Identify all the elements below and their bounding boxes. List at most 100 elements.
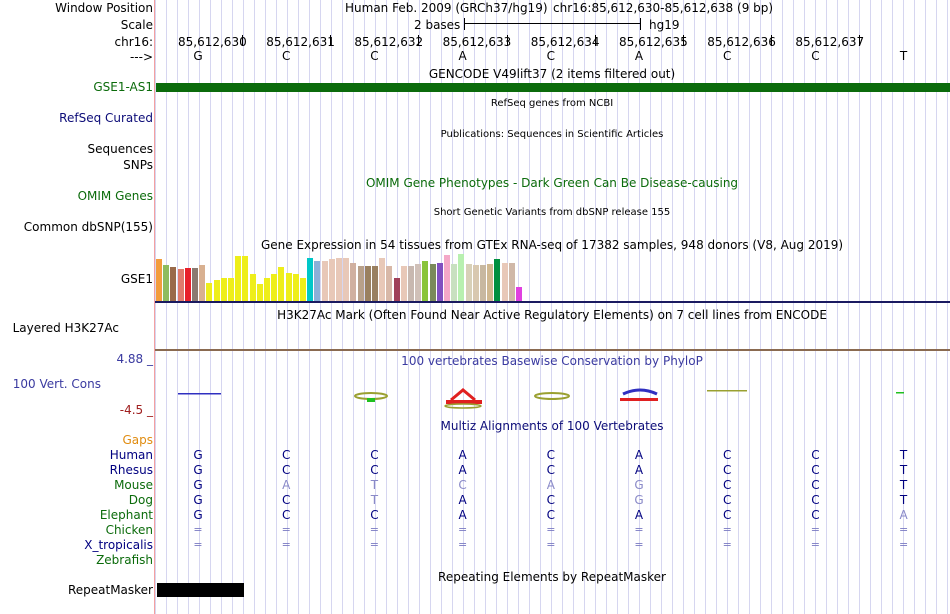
- gtex-tissue-bar[interactable]: [386, 266, 393, 301]
- gtex-tissue-bar[interactable]: [192, 268, 198, 301]
- gtex-tissue-bar[interactable]: [300, 278, 306, 301]
- publications-track-title: Publications: Sequences in Scientific Ar…: [440, 129, 664, 140]
- base-gridline: [210, 0, 211, 614]
- gtex-tissue-bar[interactable]: [163, 265, 170, 301]
- ruler-tick-mark: [594, 35, 596, 46]
- gtex-tissue-bar[interactable]: [357, 266, 364, 301]
- base-gridline: [298, 0, 299, 614]
- species-label-x_tropicalis[interactable]: X_tropicalis: [84, 538, 153, 552]
- gtex-tissue-bar[interactable]: [285, 273, 292, 301]
- gtex-tissue-bar[interactable]: [264, 278, 270, 301]
- base-gridline: [573, 0, 574, 614]
- species-label-rhesus[interactable]: Rhesus: [109, 463, 153, 477]
- alignment-gap: =: [457, 523, 468, 536]
- gtex-tissue-bar[interactable]: [206, 283, 213, 301]
- repeatmasker-label[interactable]: RepeatMasker: [67, 583, 153, 597]
- species-label-chicken[interactable]: Chicken: [105, 523, 153, 537]
- gtex-tissue-bar[interactable]: [256, 284, 263, 301]
- gtex-tissue-bar[interactable]: [494, 259, 501, 301]
- gtex-tissue-bar[interactable]: [508, 263, 515, 301]
- gtex-tissue-bar[interactable]: [444, 255, 450, 301]
- alignment-base: C: [722, 448, 732, 462]
- base-gridline: [650, 0, 651, 614]
- gtex-tissue-bar[interactable]: [516, 287, 522, 301]
- track-label-column: Window Position Scale chr16: ---> GSE1-A…: [0, 0, 155, 614]
- sequences-label[interactable]: Sequences: [87, 142, 153, 156]
- gtex-tissue-bar[interactable]: [501, 263, 508, 301]
- refseq-curated-label[interactable]: RefSeq Curated: [59, 111, 153, 125]
- sequence-base: T: [899, 49, 908, 63]
- gtex-tissue-bar[interactable]: [170, 267, 177, 301]
- gtex-tissue-bar[interactable]: [472, 265, 479, 301]
- vert-cons-label[interactable]: 100 Vert. Cons: [12, 377, 101, 391]
- gtex-tissue-bar[interactable]: [228, 278, 234, 301]
- gse1-as1-label[interactable]: GSE1-AS1: [93, 80, 153, 94]
- gtex-tissue-bar[interactable]: [292, 274, 299, 301]
- gtex-tissue-bar[interactable]: [364, 266, 371, 301]
- gtex-tissue-bar[interactable]: [278, 267, 285, 301]
- gse1-as1-feature[interactable]: [156, 83, 950, 92]
- gse1-label[interactable]: GSE1: [120, 272, 153, 286]
- base-gridline: [738, 0, 739, 614]
- gtex-tissue-bar[interactable]: [213, 280, 220, 301]
- alignment-gap: =: [634, 538, 644, 551]
- alignment-base: T: [899, 478, 908, 492]
- species-label-mouse[interactable]: Mouse: [114, 478, 153, 492]
- multiz-track-title: Multiz Alignments of 100 Vertebrates: [440, 419, 664, 433]
- gtex-tissue-bar[interactable]: [336, 258, 342, 301]
- base-gridline: [408, 0, 409, 614]
- sequence-base: C: [722, 49, 732, 63]
- base-gridline: [287, 0, 288, 614]
- gtex-tissue-bar[interactable]: [249, 274, 256, 301]
- base-gridline: [595, 0, 596, 614]
- gtex-tissue-bar[interactable]: [451, 264, 458, 301]
- gtex-tissue-bar[interactable]: [199, 265, 206, 301]
- gtex-tissue-bar[interactable]: [372, 266, 378, 301]
- gtex-tissue-bar[interactable]: [321, 261, 328, 301]
- gtex-tissue-bar[interactable]: [177, 269, 184, 301]
- base-gridline: [782, 0, 783, 614]
- gtex-tissue-bar[interactable]: [415, 264, 422, 301]
- gtex-tissue-bar[interactable]: [458, 254, 465, 301]
- species-label-dog[interactable]: Dog: [128, 493, 153, 507]
- omim-genes-label[interactable]: OMIM Genes: [77, 189, 153, 203]
- base-gridline: [276, 0, 277, 614]
- gtex-tissue-bar[interactable]: [235, 256, 242, 301]
- gtex-tissue-bar[interactable]: [487, 264, 494, 301]
- snps-label[interactable]: SNPs: [123, 158, 153, 172]
- species-label-human[interactable]: Human: [109, 448, 153, 462]
- gtex-tissue-bar[interactable]: [328, 259, 335, 301]
- species-label-zebrafish[interactable]: Zebrafish: [96, 553, 153, 567]
- gaps-label[interactable]: Gaps: [122, 433, 153, 447]
- gtex-tissue-bar[interactable]: [242, 256, 249, 301]
- gtex-tissue-bar[interactable]: [408, 266, 414, 301]
- alignment-base: C: [722, 463, 732, 477]
- gtex-tissue-bar[interactable]: [350, 263, 357, 301]
- gtex-tissue-bar[interactable]: [343, 258, 350, 301]
- base-gridline: [155, 0, 156, 614]
- alignment-gap: =: [898, 523, 909, 536]
- gtex-tissue-bar[interactable]: [422, 261, 429, 301]
- gtex-tissue-bar[interactable]: [429, 264, 436, 301]
- gtex-tissue-bar[interactable]: [156, 259, 162, 301]
- species-label-elephant[interactable]: Elephant: [99, 508, 153, 522]
- gtex-tissue-bar[interactable]: [220, 278, 227, 301]
- sequence-base: C: [546, 49, 555, 63]
- gtex-tissue-bar[interactable]: [480, 265, 486, 301]
- alignment-base: C: [811, 478, 820, 492]
- track-data-area[interactable]: Human Feb. 2009 (GRCh37/hg19) chr16:85,6…: [155, 0, 950, 614]
- gtex-tissue-bar[interactable]: [184, 268, 191, 301]
- gtex-tissue-bar[interactable]: [314, 261, 321, 301]
- gtex-tissue-bar[interactable]: [271, 274, 278, 301]
- gtex-tissue-bar[interactable]: [400, 266, 407, 301]
- common-dbsnp-label[interactable]: Common dbSNP(155): [23, 220, 153, 234]
- gtex-tissue-bar[interactable]: [307, 258, 314, 301]
- gtex-bar-chart[interactable]: [155, 253, 535, 301]
- base-gridline: [859, 0, 860, 614]
- gtex-tissue-bar[interactable]: [436, 263, 443, 301]
- gtex-tissue-bar[interactable]: [393, 278, 400, 301]
- gtex-tissue-bar[interactable]: [379, 258, 386, 301]
- repeat-element-feature[interactable]: [157, 583, 244, 597]
- layered-h3k27ac-label[interactable]: Layered H3K27Ac: [12, 321, 119, 335]
- gtex-tissue-bar[interactable]: [465, 264, 472, 301]
